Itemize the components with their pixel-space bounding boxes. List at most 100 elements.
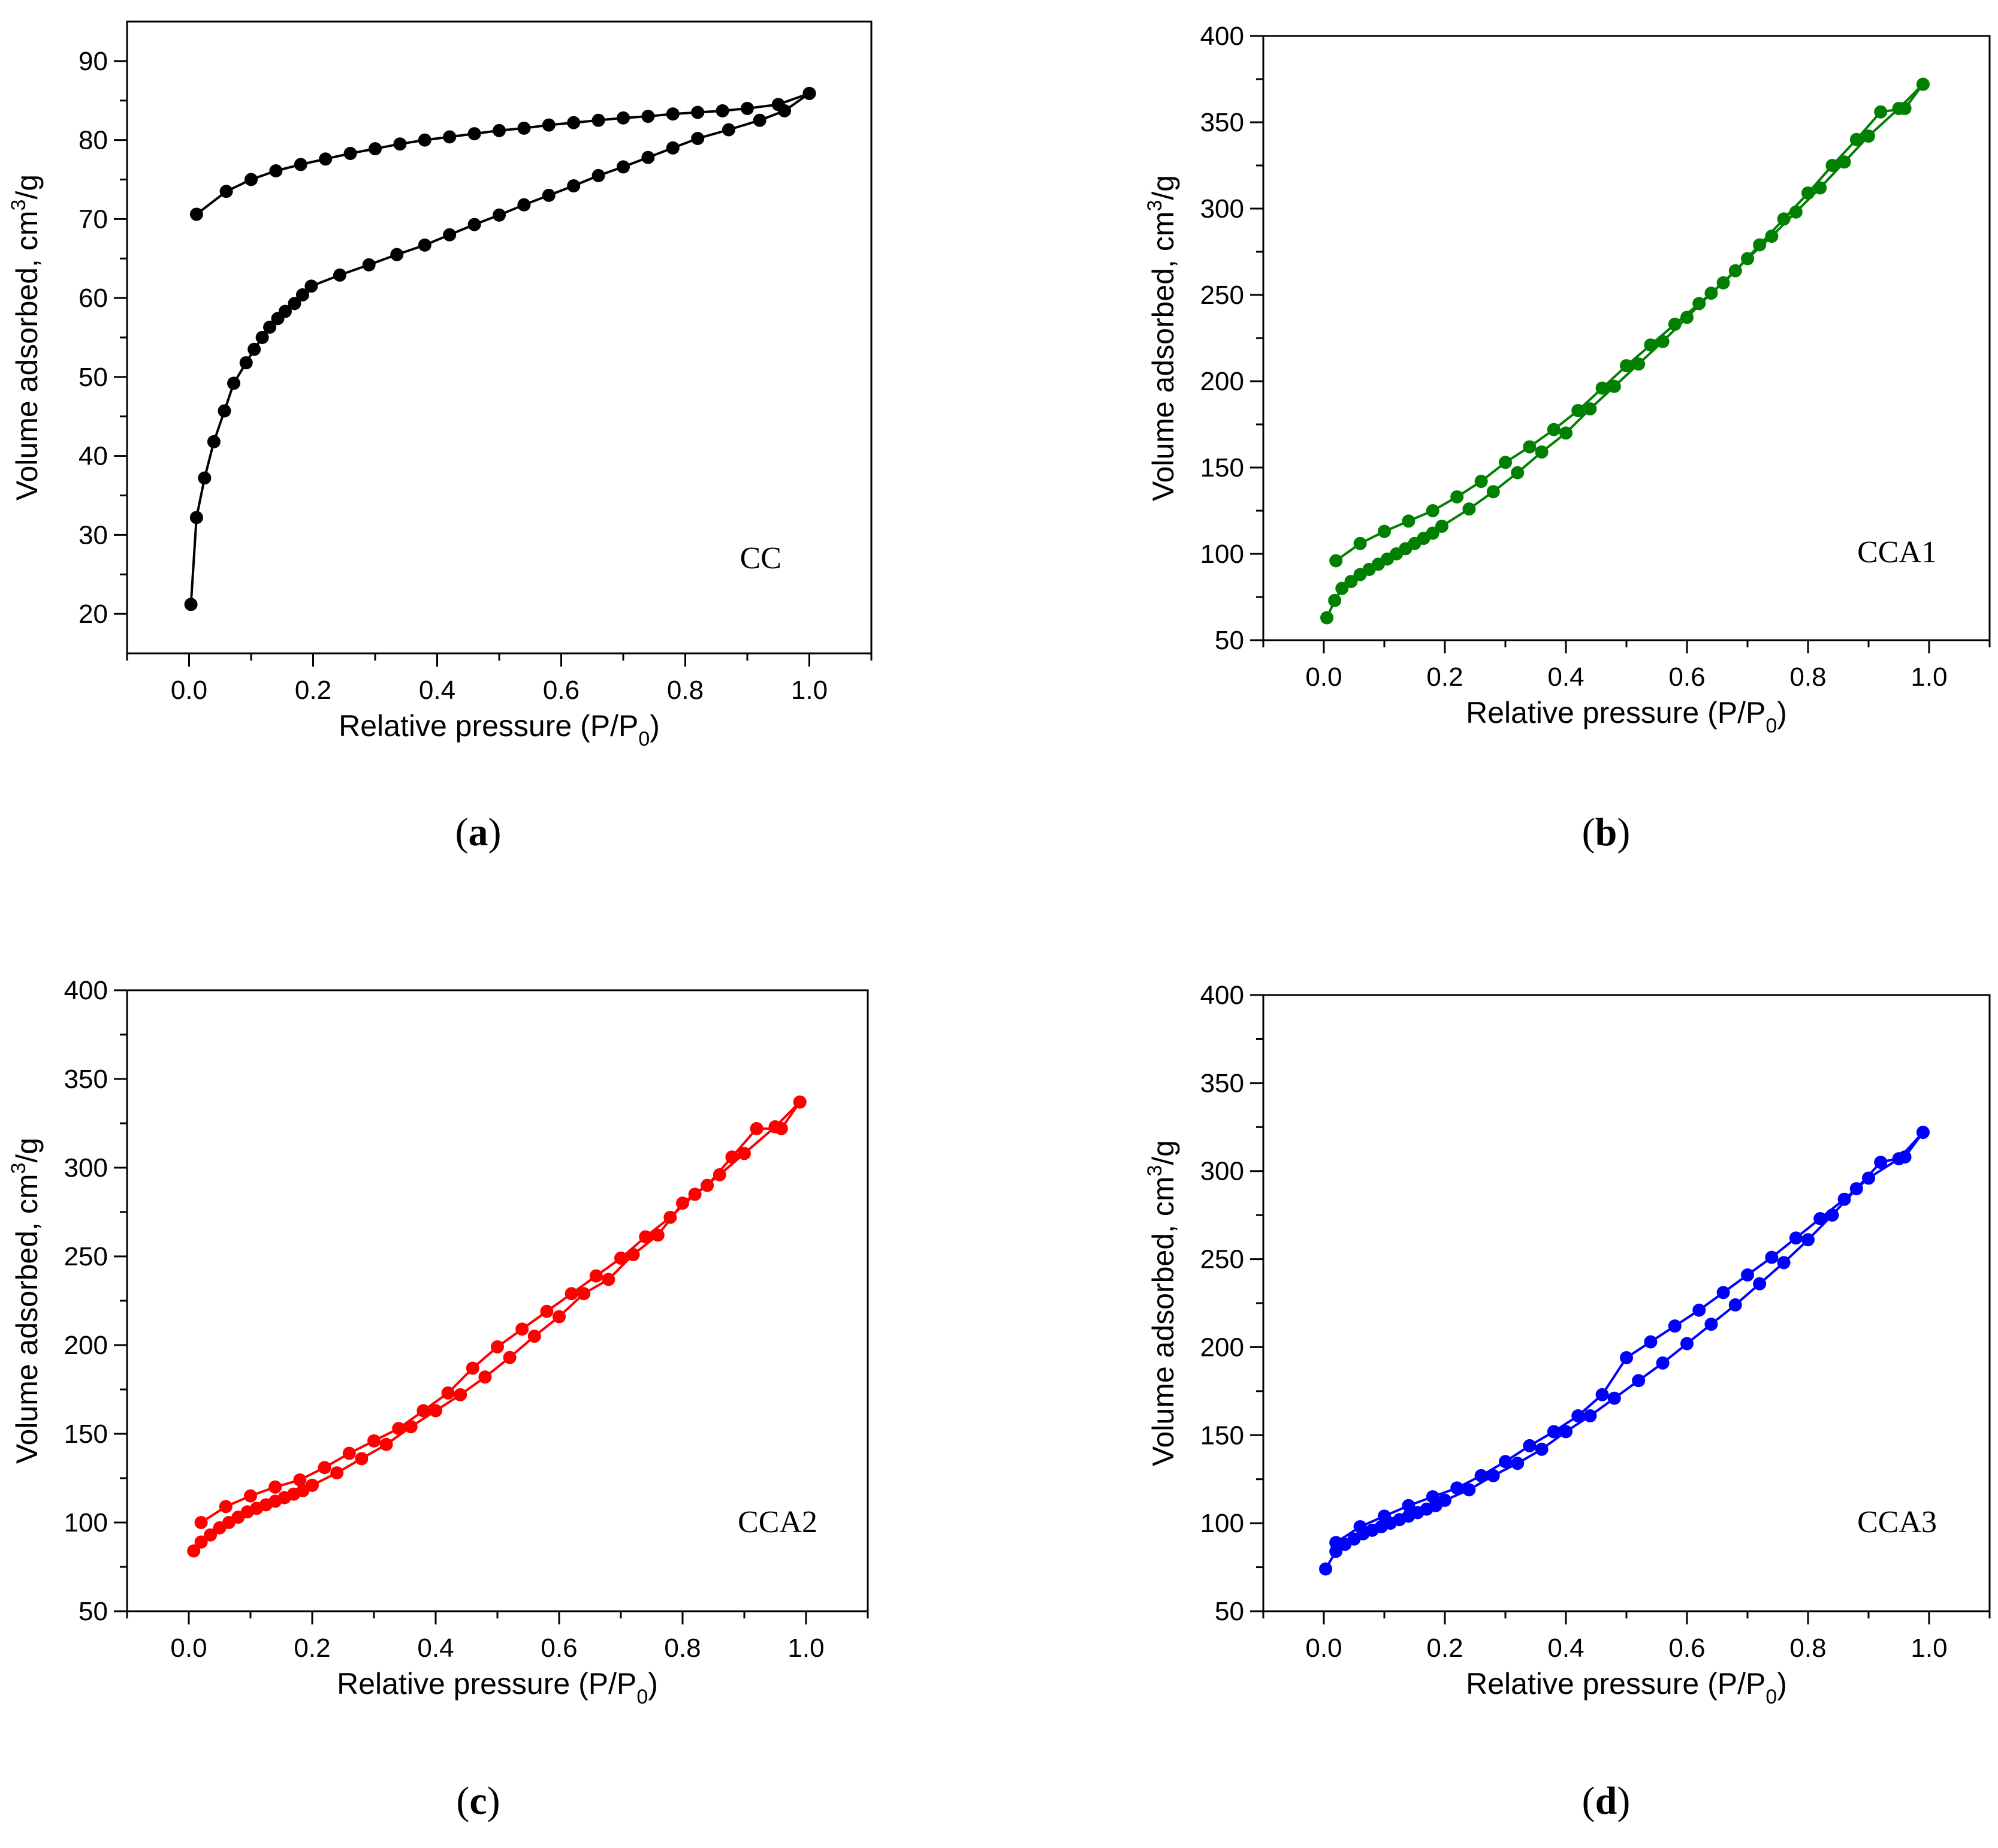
data-point [1607, 1391, 1621, 1405]
y-tick-label: 50 [79, 1597, 108, 1626]
x-tick-label: 0.2 [295, 676, 331, 705]
y-axis-title-tail: /g [10, 174, 44, 200]
data-point [591, 168, 605, 182]
x-tick-label: 0.2 [1426, 1633, 1463, 1663]
x-tick-label: 0.8 [667, 676, 704, 705]
y-axis-title-tail: /g [1146, 1140, 1180, 1165]
data-point [1329, 554, 1343, 568]
y-axis-title: Volume adsorbed, cm3/g [1143, 175, 1180, 501]
data-point [1765, 230, 1779, 243]
panel-caption-open: ( [1582, 1779, 1595, 1823]
x-axis-title-close: ) [650, 709, 660, 743]
data-point [491, 1340, 504, 1353]
sample-label: CCA1 [1857, 535, 1937, 569]
data-point [567, 116, 581, 129]
x-axis-title-close: ) [648, 1667, 658, 1701]
x-tick-label: 0.2 [1426, 662, 1463, 692]
panel-caption-open: ( [456, 1779, 469, 1823]
data-point [1320, 611, 1334, 625]
sample-label: CCA2 [738, 1505, 817, 1539]
data-point [1535, 445, 1549, 459]
data-point [342, 1446, 356, 1460]
y-axis-title-sup: 3 [7, 1163, 30, 1174]
y-tick-label: 150 [64, 1419, 108, 1449]
data-point [207, 435, 221, 448]
data-point [304, 279, 318, 293]
data-point [1620, 359, 1633, 373]
panel-c: 0.0 0.2 0.4 0.6 0.8 1.0 50 100 150 200 250 300 350 40… [7, 976, 869, 1823]
data-point [1438, 1493, 1451, 1507]
x-tick-label: 0.0 [170, 1633, 207, 1663]
data-point [503, 1350, 517, 1364]
data-point [1916, 77, 1930, 91]
data-point [1595, 381, 1609, 395]
data-point [379, 1437, 393, 1451]
data-point [1486, 1469, 1500, 1482]
data-point [1583, 1409, 1597, 1422]
data-point [204, 1528, 218, 1542]
y-tick-label: 250 [1200, 281, 1244, 310]
data-point [602, 1273, 615, 1286]
data-point [219, 1500, 233, 1514]
data-point [1378, 524, 1391, 538]
x-axis-title-close: ) [1777, 1667, 1787, 1701]
x-tick-label: 0.0 [1305, 1633, 1342, 1663]
y-tick-label: 100 [64, 1508, 108, 1538]
data-point [1892, 1152, 1906, 1166]
y-tick-label: 250 [64, 1242, 108, 1271]
data-point [362, 258, 376, 272]
panel-caption: (a) [455, 810, 502, 854]
data-point [691, 131, 705, 145]
x-axis-title-main: Relative pressure (P/P [339, 709, 638, 743]
data-point [1892, 101, 1906, 115]
x-tick-label: 0.0 [171, 676, 207, 705]
y-tick-label: 150 [1200, 1421, 1244, 1450]
data-point [333, 268, 347, 282]
series-line [200, 1101, 801, 1524]
y-tick-label: 350 [64, 1065, 108, 1094]
data-point [1765, 1250, 1779, 1264]
panel-caption-open: ( [455, 810, 469, 854]
data-point [1620, 1351, 1633, 1365]
panel-b: 0.0 0.2 0.4 0.6 0.8 1.0 50 100 150 200 250 300 350 40… [1143, 22, 1991, 854]
data-point [771, 98, 785, 111]
data-point [239, 356, 253, 370]
data-point [1874, 105, 1888, 119]
y-axis-title: Volume adsorbed, cm3/g [7, 1138, 44, 1464]
data-point [1862, 129, 1875, 143]
data-point [318, 1461, 331, 1475]
x-axis-title-main: Relative pressure (P/P [337, 1667, 636, 1701]
data-point [293, 1473, 307, 1487]
data-point [416, 1404, 430, 1418]
x-tick-label: 0.6 [541, 1633, 577, 1663]
x-tick-label: 0.8 [664, 1633, 701, 1663]
data-point [1435, 519, 1448, 533]
data-point [1656, 334, 1670, 348]
data-point [418, 133, 431, 147]
y-tick-label: 150 [1200, 453, 1244, 483]
data-point [255, 331, 269, 344]
y-axis-title-sup: 3 [1143, 1165, 1166, 1177]
y-tick-label: 50 [79, 363, 108, 392]
data-point [1874, 1156, 1888, 1169]
data-point [1741, 1268, 1754, 1282]
data-point [1353, 1520, 1367, 1534]
data-point [802, 86, 816, 100]
y-axis-title-tail: /g [10, 1138, 44, 1163]
data-point [1402, 514, 1415, 528]
data-point [263, 320, 277, 334]
data-point [1789, 205, 1803, 219]
data-point [1862, 1171, 1875, 1185]
data-point [392, 1422, 406, 1436]
data-point [1462, 1483, 1476, 1497]
x-tick-label: 0.4 [419, 676, 455, 705]
data-point [1825, 159, 1839, 172]
data-point [515, 1322, 529, 1336]
data-point [517, 198, 531, 212]
data-point [1535, 1442, 1549, 1456]
data-point [716, 104, 729, 117]
data-point [1474, 475, 1488, 489]
data-point [553, 1310, 566, 1324]
data-point [577, 1287, 591, 1301]
